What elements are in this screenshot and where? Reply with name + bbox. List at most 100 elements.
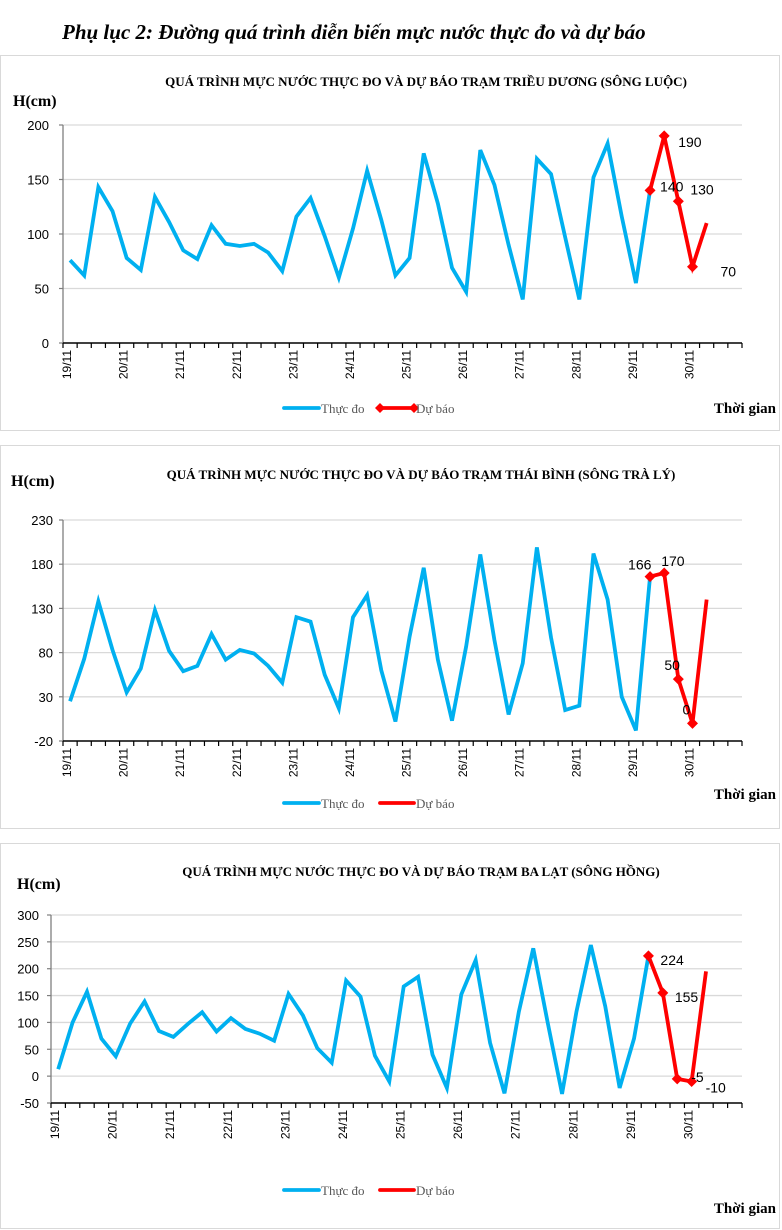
forecast-point-marker <box>658 130 670 142</box>
x-tick-label: 30/11 <box>681 1110 695 1139</box>
y-tick-label: 80 <box>39 646 53 661</box>
forecast-point-marker <box>686 261 698 273</box>
x-axis-label: Thời gian <box>714 787 777 803</box>
legend-measured-label: Thực đo <box>321 401 365 416</box>
chart-thai-binh: QUÁ TRÌNH MỰC NƯỚC THỰC ĐO VÀ DỰ BÁO TRẠ… <box>0 445 780 829</box>
forecast-point-marker <box>672 195 684 207</box>
y-tick-label: 200 <box>27 118 49 133</box>
x-tick-label: 20/11 <box>117 350 131 379</box>
x-axis-label: Thời gian <box>714 1201 777 1217</box>
legend-forecast-label: Dự báo <box>416 1183 454 1198</box>
x-tick-label: 29/11 <box>626 748 640 777</box>
series-line-forecast <box>646 955 708 1084</box>
y-tick-label: -50 <box>20 1096 39 1111</box>
x-tick-label: 19/11 <box>60 748 74 777</box>
data-label: -10 <box>706 1080 726 1096</box>
chart-title: QUÁ TRÌNH MỰC NƯỚC THỰC ĐO VÀ DỰ BÁO TRẠ… <box>167 467 676 482</box>
forecast-point-marker <box>672 673 684 685</box>
y-tick-label: 300 <box>17 908 39 923</box>
legend-forecast-marker <box>409 403 419 413</box>
chart-trieu-duong: QUÁ TRÌNH MỰC NƯỚC THỰC ĐO VÀ DỰ BÁO TRẠ… <box>0 55 780 431</box>
x-tick-label: 26/11 <box>451 1110 465 1139</box>
y-axis-label: H(cm) <box>11 473 55 490</box>
x-tick-label: 25/11 <box>400 748 414 777</box>
y-tick-label: 0 <box>32 1069 39 1084</box>
forecast-point-marker <box>644 184 656 196</box>
y-tick-label: 180 <box>31 557 53 572</box>
x-tick-label: 21/11 <box>173 350 187 379</box>
x-tick-label: 20/11 <box>117 748 131 777</box>
legend-forecast-label: Dự báo <box>416 796 454 811</box>
forecast-point-marker <box>658 567 670 579</box>
y-tick-label: -20 <box>34 734 53 749</box>
x-tick-label: 22/11 <box>230 350 244 379</box>
y-tick-label: 200 <box>17 962 39 977</box>
data-label: 224 <box>660 952 684 968</box>
y-tick-label: 100 <box>17 1015 39 1030</box>
y-tick-label: 130 <box>31 601 53 616</box>
x-tick-label: 20/11 <box>106 1110 120 1139</box>
y-tick-label: 250 <box>17 935 39 950</box>
x-tick-label: 28/11 <box>569 748 583 777</box>
legend-measured-label: Thực đo <box>321 1183 365 1198</box>
x-tick-label: 26/11 <box>456 350 470 379</box>
x-axis-label: Thời gian <box>714 401 777 417</box>
chart-svg: QUÁ TRÌNH MỰC NƯỚC THỰC ĐO VÀ DỰ BÁO TRẠ… <box>13 74 777 417</box>
x-tick-label: 27/11 <box>513 748 527 777</box>
chart-svg: QUÁ TRÌNH MỰC NƯỚC THỰC ĐO VÀ DỰ BÁO TRẠ… <box>17 864 777 1217</box>
data-label: 170 <box>661 553 685 569</box>
series-line-measured <box>68 137 652 300</box>
y-tick-label: 30 <box>39 690 53 705</box>
x-tick-label: 28/11 <box>566 1110 580 1139</box>
y-tick-label: 150 <box>17 989 39 1004</box>
legend-forecast-marker <box>375 403 385 413</box>
x-tick-label: 24/11 <box>343 350 357 379</box>
x-tick-label: 19/11 <box>48 1110 62 1139</box>
y-tick-label: 230 <box>31 513 53 528</box>
data-label: 70 <box>720 264 736 280</box>
x-tick-label: 22/11 <box>230 748 244 777</box>
x-tick-label: 30/11 <box>682 350 696 379</box>
x-tick-label: 29/11 <box>626 350 640 379</box>
x-tick-label: 26/11 <box>456 748 470 777</box>
chart-title: QUÁ TRÌNH MỰC NƯỚC THỰC ĐO VÀ DỰ BÁO TRẠ… <box>182 864 660 879</box>
x-tick-label: 29/11 <box>624 1110 638 1139</box>
page-title: Phụ lục 2: Đường quá trình diễn biến mực… <box>62 20 646 44</box>
x-tick-label: 24/11 <box>336 1110 350 1139</box>
data-label: 0 <box>682 701 690 717</box>
data-label: 190 <box>678 134 702 150</box>
x-tick-label: 19/11 <box>60 350 74 379</box>
series-line-measured <box>56 944 651 1095</box>
data-label: -5 <box>691 1069 704 1085</box>
x-tick-label: 22/11 <box>221 1110 235 1139</box>
x-tick-label: 30/11 <box>682 748 696 777</box>
y-tick-label: 0 <box>42 336 49 351</box>
x-tick-label: 25/11 <box>394 1110 408 1139</box>
series-line-forecast <box>649 570 709 724</box>
x-tick-label: 21/11 <box>163 1110 177 1139</box>
x-tick-label: 27/11 <box>509 1110 523 1139</box>
y-tick-label: 50 <box>35 282 49 297</box>
y-tick-label: 50 <box>25 1042 39 1057</box>
forecast-point-marker <box>644 571 656 583</box>
y-tick-label: 150 <box>27 173 49 188</box>
x-tick-label: 21/11 <box>173 748 187 777</box>
series-line-measured <box>68 547 652 732</box>
x-tick-label: 23/11 <box>278 1110 292 1139</box>
x-tick-label: 24/11 <box>343 748 357 777</box>
forecast-point-marker <box>657 987 669 999</box>
forecast-point-marker <box>642 950 654 962</box>
y-tick-label: 100 <box>27 227 49 242</box>
data-label: 130 <box>690 181 714 197</box>
chart-title: QUÁ TRÌNH MỰC NƯỚC THỰC ĐO VÀ DỰ BÁO TRẠ… <box>165 74 687 89</box>
data-label: 50 <box>664 657 680 673</box>
legend-measured-label: Thực đo <box>321 796 365 811</box>
data-label: 140 <box>660 178 684 194</box>
forecast-point-marker <box>671 1073 683 1085</box>
x-tick-label: 28/11 <box>569 350 583 379</box>
chart-ba-lat: QUÁ TRÌNH MỰC NƯỚC THỰC ĐO VÀ DỰ BÁO TRẠ… <box>0 843 780 1229</box>
data-label: 155 <box>675 989 699 1005</box>
x-tick-label: 23/11 <box>286 748 300 777</box>
forecast-point-marker <box>686 1076 698 1088</box>
x-tick-label: 23/11 <box>286 350 300 379</box>
